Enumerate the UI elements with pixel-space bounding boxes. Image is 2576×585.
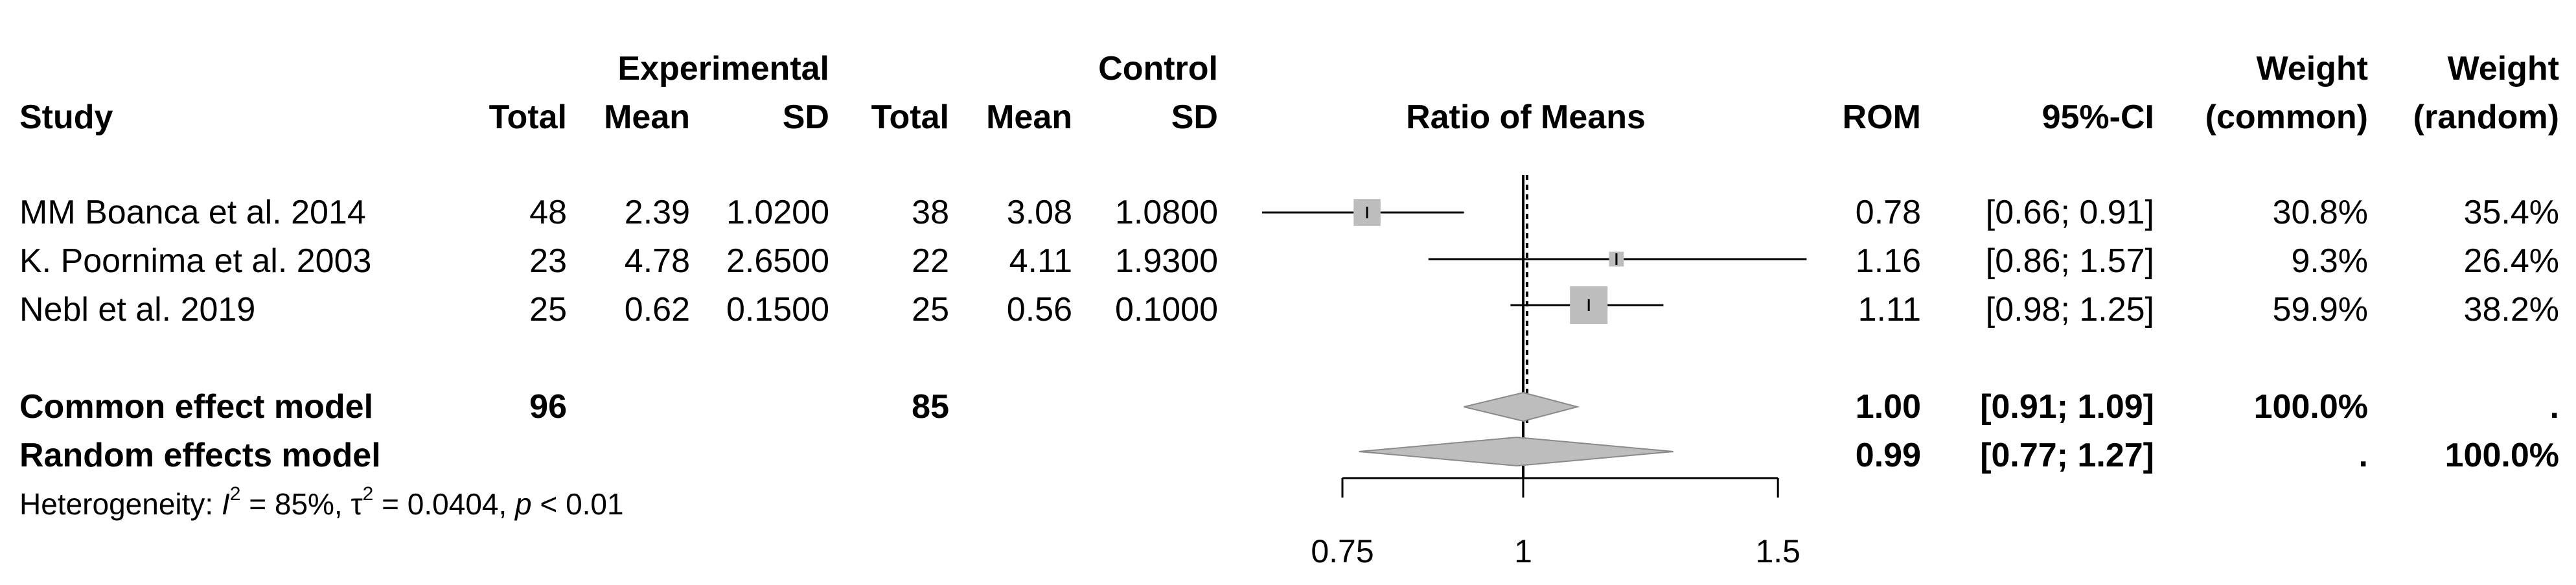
model-ctl-total: 85	[912, 388, 949, 426]
ci-value: [0.66; 0.91]	[1985, 194, 2154, 231]
ctl-sd: 0.1000	[1114, 291, 1218, 328]
model-weight-random: .	[2549, 388, 2559, 426]
header-control: Control	[1098, 50, 1218, 87]
p-value: < 0.01	[531, 487, 624, 521]
weight-random: 26.4%	[2463, 242, 2559, 280]
exp-mean: 0.62	[624, 291, 690, 328]
ctl-mean: 0.56	[1006, 291, 1072, 328]
ctl-total: 22	[912, 242, 949, 280]
i-squared-symbol: I	[221, 487, 230, 521]
header-weight-common-1: Weight	[2256, 50, 2368, 87]
header-weight-random-2: (random)	[2413, 98, 2559, 136]
common-effect-diamond	[1464, 391, 1580, 422]
x-axis-tick-label: 0.75	[1311, 533, 1374, 569]
study-name: K. Poornima et al. 2003	[19, 242, 372, 280]
x-axis-tick-label: 1	[1514, 533, 1532, 569]
exp-total: 23	[529, 242, 567, 280]
weight-random: 38.2%	[2463, 291, 2559, 328]
model-name: Random effects model	[19, 437, 381, 474]
ctl-mean: 4.11	[1009, 242, 1072, 280]
exp-mean: 2.39	[624, 194, 690, 231]
i-squared-value: = 85%,	[240, 487, 351, 521]
header-ci: 95%-CI	[2041, 98, 2154, 136]
exp-mean: 4.78	[624, 242, 690, 280]
header-rom: ROM	[1842, 98, 1921, 136]
x-axis-tick-label: 1.5	[1755, 533, 1800, 569]
weight-common: 30.8%	[2272, 194, 2368, 231]
heterogeneity-text: Heterogeneity: I2 = 85%, τ2 = 0.0404, p …	[19, 485, 624, 521]
model-ci: [0.77; 1.27]	[1980, 437, 2154, 474]
header-ctl-total: Total	[871, 98, 949, 136]
exp-total: 48	[529, 194, 567, 231]
model-name: Common effect model	[19, 388, 374, 426]
study-name: Nebl et al. 2019	[19, 291, 256, 328]
model-rom: 0.99	[1855, 437, 1921, 474]
model-rom: 1.00	[1855, 388, 1921, 426]
p-symbol: p	[515, 487, 532, 521]
study-name: MM Boanca et al. 2014	[19, 194, 366, 231]
header-ctl-sd: SD	[1171, 98, 1218, 136]
header-weight-common-2: (common)	[2205, 98, 2368, 136]
ctl-mean: 3.08	[1006, 194, 1072, 231]
model-exp-total: 96	[529, 388, 567, 426]
rom-value: 1.16	[1855, 242, 1921, 280]
header-experimental: Experimental	[617, 50, 829, 87]
tau-exponent: 2	[362, 483, 374, 505]
header-ratio-of-means: Ratio of Means	[1406, 98, 1646, 136]
model-weight-random: 100.0%	[2444, 437, 2559, 474]
exp-sd: 0.1500	[726, 291, 829, 328]
i-squared-exponent: 2	[229, 483, 241, 505]
rom-value: 1.11	[1857, 291, 1921, 328]
model-weight-common: .	[2358, 437, 2368, 474]
model-ci: [0.91; 1.09]	[1980, 388, 2154, 426]
tau-value: = 0.0404,	[373, 487, 516, 521]
exp-sd: 2.6500	[726, 242, 829, 280]
ctl-sd: 1.0800	[1114, 194, 1218, 231]
header-weight-random-1: Weight	[2447, 50, 2559, 87]
ctl-total: 25	[912, 291, 949, 328]
rom-value: 0.78	[1855, 194, 1921, 231]
header-ctl-mean: Mean	[986, 98, 1072, 136]
ci-value: [0.98; 1.25]	[1985, 291, 2154, 328]
header-exp-mean: Mean	[604, 98, 690, 136]
model-weight-common: 100.0%	[2253, 388, 2368, 426]
header-exp-sd: SD	[782, 98, 829, 136]
tau-symbol: τ	[351, 487, 363, 521]
header-study: Study	[19, 98, 113, 136]
weight-common: 9.3%	[2291, 242, 2368, 280]
ci-value: [0.86; 1.57]	[1985, 242, 2154, 280]
ctl-sd: 1.9300	[1114, 242, 1218, 280]
heterogeneity-prefix: Heterogeneity:	[19, 487, 222, 521]
header-exp-total: Total	[489, 98, 567, 136]
random-effects-diamond	[1359, 436, 1673, 467]
exp-sd: 1.0200	[726, 194, 829, 231]
weight-common: 59.9%	[2272, 291, 2368, 328]
ctl-total: 38	[912, 194, 949, 231]
weight-random: 35.4%	[2463, 194, 2559, 231]
exp-total: 25	[529, 291, 567, 328]
